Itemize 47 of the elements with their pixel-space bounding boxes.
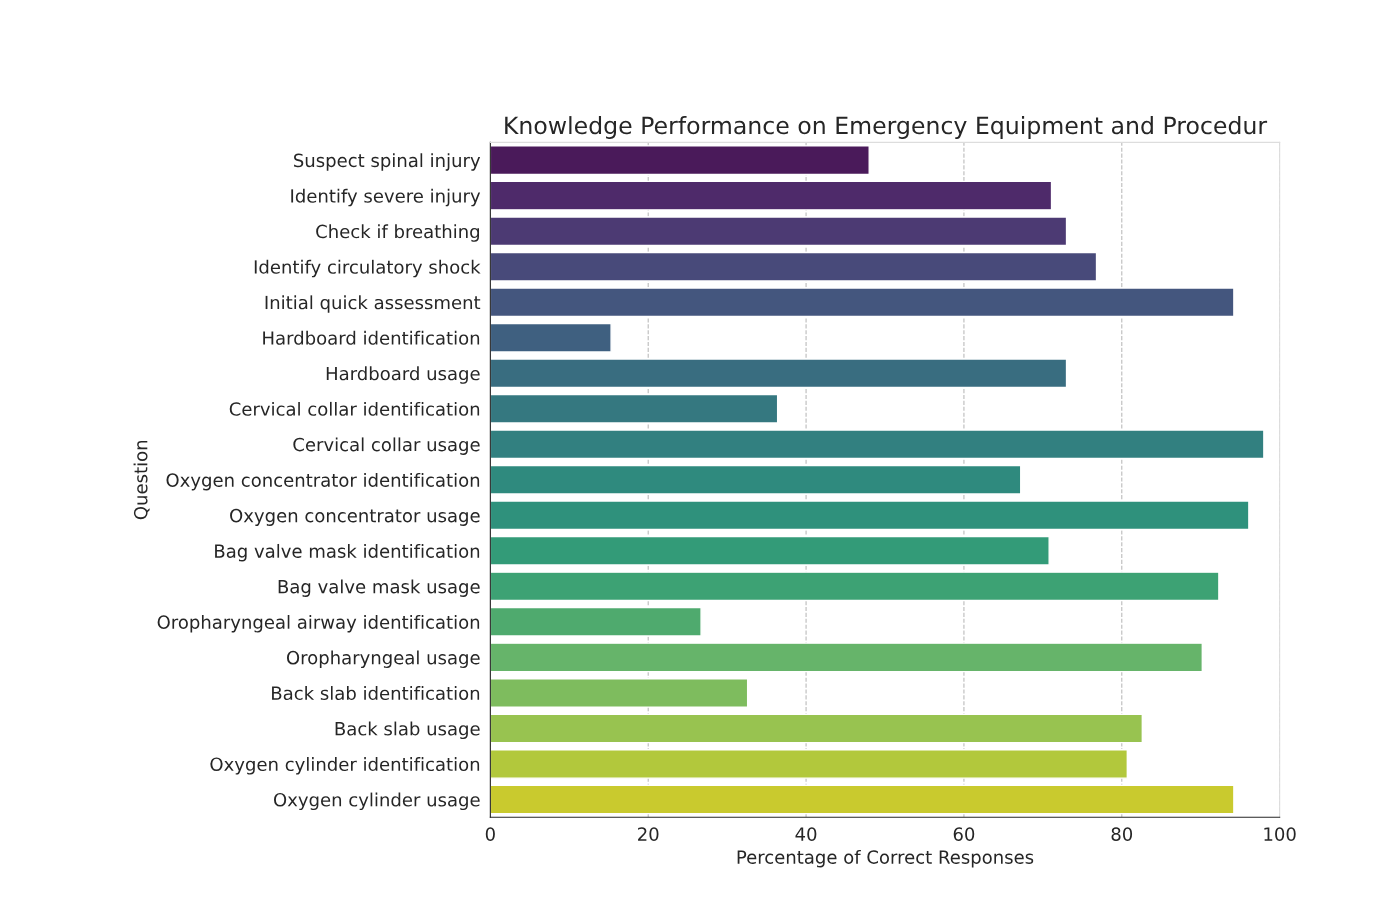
bar: [490, 571, 1220, 602]
y-tick-label: Hardboard identification: [263, 330, 480, 345]
y-tick-label: Bag valve mask usage: [278, 579, 480, 597]
bar: [490, 180, 1053, 211]
x-tick-label: 40: [795, 827, 817, 841]
y-tick-label: Suspect spinal injury: [294, 153, 481, 171]
y-tick-label: Cervical collar usage: [293, 437, 480, 455]
bar: [490, 535, 1050, 566]
y-tick-label: Check if breathing: [316, 224, 479, 242]
bar: [490, 464, 1022, 495]
x-tick-label: 80: [1111, 827, 1133, 841]
x-axis-title: Percentage of Correct Responses: [737, 849, 1034, 868]
bar: [490, 500, 1250, 531]
y-tick-label: Identify circulatory shock: [254, 259, 481, 278]
y-tick-label: Initial quick assessment: [265, 295, 481, 313]
bar: [490, 429, 1265, 460]
x-tick-label: 0: [485, 827, 495, 841]
x-tick-label: 100: [1264, 827, 1296, 841]
bar: [490, 322, 612, 353]
bar: [490, 606, 702, 637]
y-axis-title: Question: [133, 440, 150, 520]
chart-title: Knowledge Performance on Emergency Equipment and Procedur: [505, 116, 1268, 139]
y-tick-label: Oropharyngeal usage: [286, 650, 480, 668]
y-tick-label: Identify severe injury: [291, 188, 481, 207]
y-tick-label: Cervical collar identification: [229, 401, 480, 416]
bar: [490, 784, 1235, 815]
bar: [490, 358, 1068, 389]
x-tick-label: 20: [638, 827, 659, 841]
y-tick-label: Hardboard usage: [326, 366, 480, 384]
bar: [490, 749, 1129, 779]
bar: [490, 642, 1203, 673]
y-tick-label: Oxygen concentrator usage: [230, 508, 480, 526]
bar: [490, 677, 749, 708]
bar: [490, 713, 1144, 744]
bar: [490, 393, 779, 424]
bar: [490, 145, 870, 176]
y-tick-label: Oropharyngeal airway identification: [157, 615, 480, 633]
y-tick-label: Oxygen cylinder identification: [210, 757, 480, 775]
bar: [490, 287, 1235, 318]
y-tick-label: Oxygen cylinder usage: [273, 792, 480, 811]
bar: [490, 251, 1098, 282]
y-tick-label: Back slab identification: [272, 686, 480, 701]
bar: [490, 216, 1068, 247]
y-tick-label: Back slab usage: [335, 721, 480, 740]
y-tick-label: Oxygen concentrator identification: [166, 472, 480, 491]
y-tick-label: Bag valve mask identification: [215, 543, 480, 562]
x-tick-label: 60: [953, 827, 975, 841]
